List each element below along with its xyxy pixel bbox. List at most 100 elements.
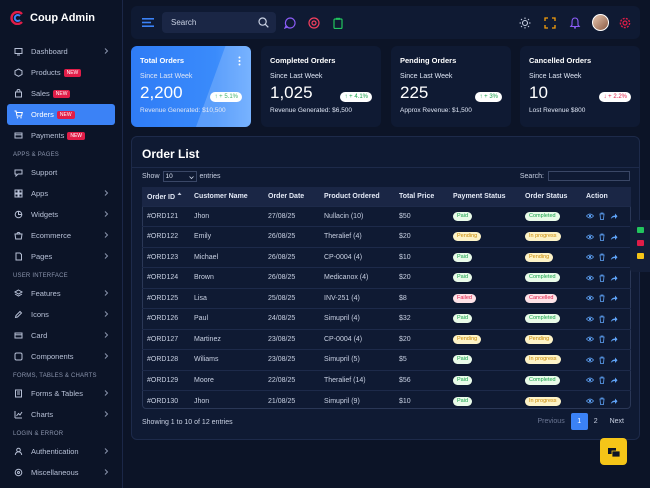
view-eye-icon[interactable] xyxy=(586,294,594,302)
search-icon[interactable] xyxy=(258,17,269,28)
view-eye-icon[interactable] xyxy=(586,356,594,364)
order-list-panel: Order List Show 10 entries Search: Order… xyxy=(131,136,640,440)
cart-icon-wrap xyxy=(14,110,23,119)
view-eye-icon[interactable] xyxy=(586,335,594,343)
delete-trash-icon[interactable] xyxy=(598,315,606,323)
delete-trash-icon[interactable] xyxy=(598,212,606,221)
sidebar-item-dashboard[interactable]: Dashboard xyxy=(7,41,115,62)
sidebar-item-features[interactable]: Features xyxy=(7,283,115,304)
brand[interactable]: Coup Admin xyxy=(0,0,122,36)
show-label: Show xyxy=(142,173,160,180)
column-header[interactable]: Total Price xyxy=(394,187,448,206)
share-arrow-icon[interactable] xyxy=(610,212,618,220)
column-header[interactable]: Order ID xyxy=(142,187,189,206)
mail-at-icon[interactable] xyxy=(308,17,320,29)
delete-trash-icon[interactable] xyxy=(598,397,606,405)
card-value: 10 xyxy=(529,83,548,102)
card-since: Since Last Week xyxy=(400,73,453,80)
view-eye-icon[interactable] xyxy=(586,274,594,282)
search-input[interactable]: Search xyxy=(162,12,276,33)
sidebar-section-title: USER INTERFACE xyxy=(13,273,68,279)
chevron-down-icon xyxy=(188,176,194,180)
share-arrow-icon[interactable] xyxy=(610,376,618,384)
sidebar-item-label: Charts xyxy=(31,410,54,419)
view-eye-icon[interactable] xyxy=(586,253,594,261)
sidebar-item-miscellaneous[interactable]: Miscellaneous xyxy=(7,462,115,483)
chevron-right-icon xyxy=(104,448,109,454)
share-arrow-icon[interactable] xyxy=(610,356,618,364)
delete-trash-icon[interactable] xyxy=(598,335,606,344)
view-eye-icon[interactable] xyxy=(586,397,594,405)
grid-icon xyxy=(14,189,23,198)
widget-icon-wrap xyxy=(14,210,23,219)
stat-card-pending-orders: Pending Orders Since Last Week 225 Appro… xyxy=(391,46,511,127)
share-arrow-icon[interactable] xyxy=(610,335,618,343)
sidebar-item-forms-tables[interactable]: Forms & Tables xyxy=(7,383,115,404)
view-eye-icon[interactable] xyxy=(586,376,594,384)
sidebar-item-ecommerce[interactable]: Ecommerce xyxy=(7,225,115,246)
gear-icon[interactable] xyxy=(619,17,631,29)
sidebar-section-title: FORMS, TABLES & CHARTS xyxy=(13,373,97,379)
fullscreen-icon[interactable] xyxy=(544,17,556,29)
sidebar-item-widgets[interactable]: Widgets xyxy=(7,204,115,225)
column-label: Action xyxy=(586,192,608,200)
column-header[interactable]: Customer Name xyxy=(189,187,263,206)
chat-icon[interactable] xyxy=(284,17,296,29)
more-vertical-icon[interactable] xyxy=(238,56,241,66)
view-eye-icon[interactable] xyxy=(586,233,594,241)
share-arrow-icon[interactable] xyxy=(610,294,618,302)
table-row: #ORD121 Jhon 27/08/25 Nullacin (10) $50 … xyxy=(142,205,631,227)
pagination-next[interactable]: Next xyxy=(609,418,624,425)
share-arrow-icon[interactable] xyxy=(610,315,618,323)
tool-yellow-icon[interactable] xyxy=(636,253,644,259)
share-arrow-icon[interactable] xyxy=(610,274,618,282)
sidebar-item-support[interactable]: Support xyxy=(7,162,115,183)
view-eye-icon[interactable] xyxy=(586,212,594,220)
clipboard-icon[interactable] xyxy=(332,17,344,29)
menu-icon[interactable] xyxy=(142,17,154,28)
sidebar-item-icons[interactable]: Icons xyxy=(7,304,115,325)
pagination-previous[interactable]: Previous xyxy=(537,418,565,425)
bell-icon[interactable] xyxy=(569,17,581,29)
sidebar-item-payments[interactable]: Payments NEW xyxy=(7,125,115,146)
column-header[interactable]: Order Date xyxy=(263,187,319,206)
sidebar-nav: Dashboard Products NEW Sales NEW Orders NEW… xyxy=(0,36,122,483)
view-eye-icon[interactable] xyxy=(586,315,594,323)
share-arrow-icon[interactable] xyxy=(610,253,618,261)
delete-trash-icon[interactable] xyxy=(598,274,606,282)
chevron-right-icon xyxy=(104,48,109,54)
pagination-page[interactable]: 2 xyxy=(593,418,598,425)
order-date: 26/08/25 xyxy=(263,246,319,268)
delete-trash-icon[interactable] xyxy=(598,376,606,385)
delete-trash-icon[interactable] xyxy=(598,233,606,241)
delete-trash-icon[interactable] xyxy=(598,356,606,364)
tool-red-icon[interactable] xyxy=(636,240,644,246)
sidebar-item-products[interactable]: Products NEW xyxy=(7,62,115,83)
column-header[interactable]: Payment Status xyxy=(448,187,520,206)
table-search-input[interactable] xyxy=(548,171,630,181)
delete-trash-icon[interactable] xyxy=(598,253,606,262)
sidebar-item-sales[interactable]: Sales NEW xyxy=(7,83,115,104)
sidebar-item-components[interactable]: Components xyxy=(7,346,115,367)
entries-select[interactable]: 10 xyxy=(162,171,197,182)
sidebar-item-orders[interactable]: Orders NEW xyxy=(7,104,115,125)
sidebar-item-pages[interactable]: Pages xyxy=(7,246,115,267)
column-header[interactable]: Order Status xyxy=(520,187,581,206)
share-arrow-icon[interactable] xyxy=(610,233,618,241)
sun-icon[interactable] xyxy=(519,17,531,29)
share-arrow-icon[interactable] xyxy=(610,397,618,405)
sidebar-item-charts[interactable]: Charts xyxy=(7,404,115,425)
avatar[interactable] xyxy=(592,14,609,31)
floating-action-button[interactable] xyxy=(600,438,627,465)
new-badge: NEW xyxy=(56,110,75,119)
column-header[interactable]: Product Ordered xyxy=(319,187,394,206)
payment-status-cell: Paid xyxy=(448,369,520,391)
delete-trash-icon[interactable] xyxy=(598,294,606,303)
pagination-page[interactable]: 1 xyxy=(570,413,588,430)
sidebar-item-card[interactable]: Card xyxy=(7,325,115,346)
tool-green-icon[interactable] xyxy=(636,227,644,233)
order-status-cell: Pending xyxy=(520,246,581,268)
sidebar-item-authentication[interactable]: Authentication xyxy=(7,441,115,462)
sidebar-item-apps[interactable]: Apps xyxy=(7,183,115,204)
column-header[interactable]: Action xyxy=(581,187,631,206)
